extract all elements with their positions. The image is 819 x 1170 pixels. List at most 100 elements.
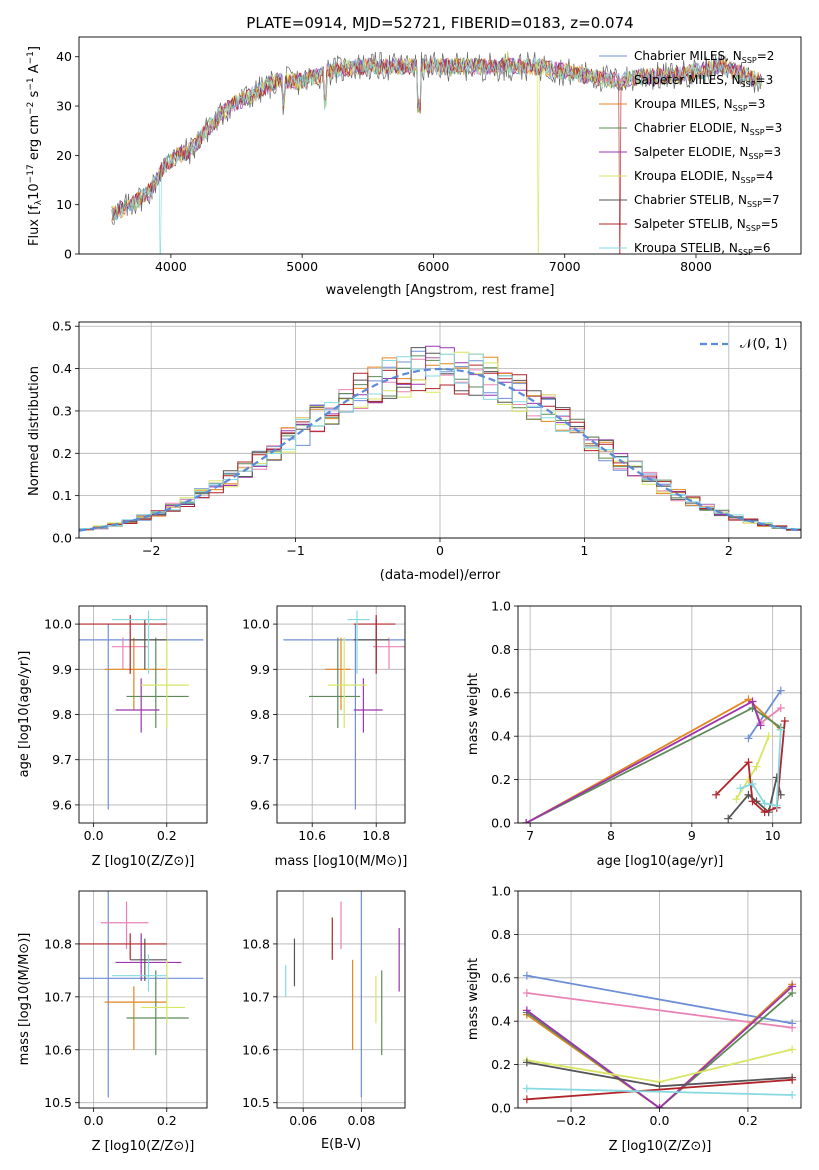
spectrum-ylabel-f: −2 — [26, 102, 36, 115]
residuals-frame — [78, 321, 802, 539]
mass-ebv-ytick-label: 10.7 — [242, 989, 270, 1004]
residuals-ytick-label: 0.4 — [52, 361, 72, 376]
mass-ebv-ytick-label: 10.6 — [242, 1042, 270, 1057]
spectrum-ylabel-j: −1 — [26, 51, 36, 64]
spectrum-frame — [78, 36, 802, 255]
mw-age-xtick-label: 7 — [526, 828, 534, 843]
mw-z-xtick-label: 0.2 — [738, 1113, 758, 1128]
spectrum-ylabel-d: −17 — [26, 164, 36, 183]
age-mass-xtick-label: 10.8 — [362, 828, 390, 843]
mw-age-ytick-label: 0.6 — [491, 685, 511, 700]
mw-age-line-se — [525, 700, 762, 823]
spectrum-legend-entry: Kroupa MILES, NSSP=3 — [634, 97, 765, 113]
mass-z-ytick-label: 10.5 — [44, 1095, 72, 1110]
spectrum-ylabel-k: ] — [27, 46, 42, 51]
spectrum-legend-entry: Kroupa ELODIE, NSSP=4 — [634, 169, 773, 185]
spectrum-ylabel-h: −1 — [26, 77, 36, 90]
age-z-ytick-label: 9.8 — [52, 707, 72, 722]
residuals-ytick-label: 0.0 — [52, 531, 72, 546]
mw-z-line-cm — [526, 974, 793, 1025]
mw-age-line-ke — [735, 735, 770, 800]
spectrum-ylabel-b: λ — [34, 199, 44, 205]
figure-title: PLATE=0914, MJD=52721, FIBERID=0183, z=0… — [246, 14, 633, 32]
mw-z-ytick-label: 0.2 — [491, 1057, 511, 1072]
age-z-ylabel: age [log10(age/yr)] — [17, 651, 32, 778]
normal-legend-label: 𝒩(0, 1) — [740, 337, 787, 352]
normal-curve — [79, 367, 801, 532]
residuals-ylabel: Normed distribution — [27, 366, 42, 496]
spectrum-legend-entry: Chabrier STELIB, NSSP=7 — [634, 193, 780, 209]
mw-age-ytick-label: 0.4 — [491, 729, 511, 744]
mw-age-lines — [522, 686, 789, 823]
mass-z-ytick-label: 10.8 — [44, 936, 72, 951]
mw-z-line-se — [526, 985, 793, 1108]
spectrum-ylabel-e: erg cm — [27, 115, 42, 164]
mw-z-line-ce — [526, 992, 793, 1108]
age-z-xtick-label: 0.0 — [84, 828, 104, 843]
spectrum-xtick-label: 4000 — [155, 259, 187, 274]
spectrum-ytick-label: 30 — [56, 99, 72, 114]
age-mass-ytick-label: 10.0 — [242, 617, 270, 632]
spectrum-xlabel: wavelength [Angstrom, rest frame] — [326, 283, 555, 298]
age-mass-ytick-label: 9.7 — [250, 752, 270, 767]
spectrum-legend-entry: Kroupa STELIB, NSSP=6 — [634, 241, 771, 257]
mass-ebv-xlabel: E(B-V) — [321, 1137, 361, 1152]
mw-age-frame — [517, 605, 802, 824]
mw-age-xlabel: age [log10(age/yr)] — [597, 854, 724, 869]
age-z-xtick-label: 0.2 — [157, 828, 177, 843]
mass-ebv-xtick-label: 0.06 — [289, 1113, 317, 1128]
residual-hist-ks — [79, 353, 801, 533]
mw-z-ytick-label: 0.8 — [491, 927, 511, 942]
spectrum-ytick-label: 0 — [64, 247, 72, 262]
age-mass-ytick-label: 9.6 — [250, 797, 270, 812]
mw-age-ytick-label: 0.2 — [491, 772, 511, 787]
residuals-ytick-label: 0.1 — [52, 488, 72, 503]
spectrum-legend-entry: Chabrier MILES, NSSP=2 — [634, 49, 774, 65]
spectrum-xtick-label: 7000 — [549, 259, 581, 274]
mw-z-line-ss — [526, 1078, 793, 1101]
mw-age-xtick-label: 10 — [765, 828, 781, 843]
mass-z-ytick-label: 10.6 — [44, 1042, 72, 1057]
spectrum-lines — [111, 51, 762, 254]
age-z-points — [79, 610, 204, 810]
residual-hists — [79, 345, 801, 533]
mw-age-ytick-label: 0.8 — [491, 642, 511, 657]
age-mass-ytick-label: 9.9 — [250, 662, 270, 677]
spectrum-xtick-label: 8000 — [680, 259, 712, 274]
age-mass-points — [283, 610, 405, 810]
mass-ebv-xtick-label: 0.08 — [347, 1113, 375, 1128]
mass-z-ytick-label: 10.7 — [44, 989, 72, 1004]
residuals-xtick-label: 1 — [580, 543, 588, 558]
mass-z-xtick-label: 0.2 — [157, 1113, 177, 1128]
residuals-xtick-label: −1 — [286, 543, 304, 558]
mw-z-lines — [522, 971, 797, 1108]
age-z-frame — [78, 605, 208, 824]
residuals-xlabel: (data-model)/error — [380, 568, 501, 583]
spectrum-ytick-label: 40 — [56, 49, 72, 64]
mw-z-ytick-label: 0.0 — [491, 1101, 511, 1116]
age-z-ytick-label: 9.7 — [52, 752, 72, 767]
age-mass-frame — [276, 605, 406, 824]
mw-z-xlabel: Z [log10(Z/Z⊙)] — [609, 1139, 712, 1154]
mw-z-xtick-label: 0.0 — [650, 1113, 670, 1128]
mass-z-points — [79, 891, 204, 1098]
residuals-ytick-label: 0.3 — [52, 403, 72, 418]
residuals-xtick-label: 2 — [725, 543, 733, 558]
residuals-xtick-label: −2 — [142, 543, 160, 558]
age-mass-xlabel: mass [log10(M/M⊙)] — [275, 854, 408, 869]
age-z-ytick-label: 10.0 — [44, 617, 72, 632]
spectrum-ylabel-c: 10 — [27, 183, 42, 200]
mw-z-frame — [517, 890, 802, 1109]
mw-z-ylabel: mass weight — [466, 958, 481, 1040]
spectrum-xtick-label: 6000 — [418, 259, 450, 274]
mw-age-ytick-label: 0.0 — [491, 816, 511, 831]
mw-age-line-sm — [525, 700, 782, 823]
spectrum-ytick-label: 10 — [56, 197, 72, 212]
mw-age-ylabel: mass weight — [466, 673, 481, 755]
mw-age-line-ce — [525, 706, 782, 823]
mass-z-frame — [78, 890, 208, 1109]
spectrum-line-ks — [111, 57, 762, 254]
mw-z-line-sm — [526, 992, 793, 1029]
spectrum-ylabel-i: A — [27, 64, 42, 77]
spectrum-legend-entry: Salpeter MILES, NSSP=3 — [634, 73, 773, 89]
